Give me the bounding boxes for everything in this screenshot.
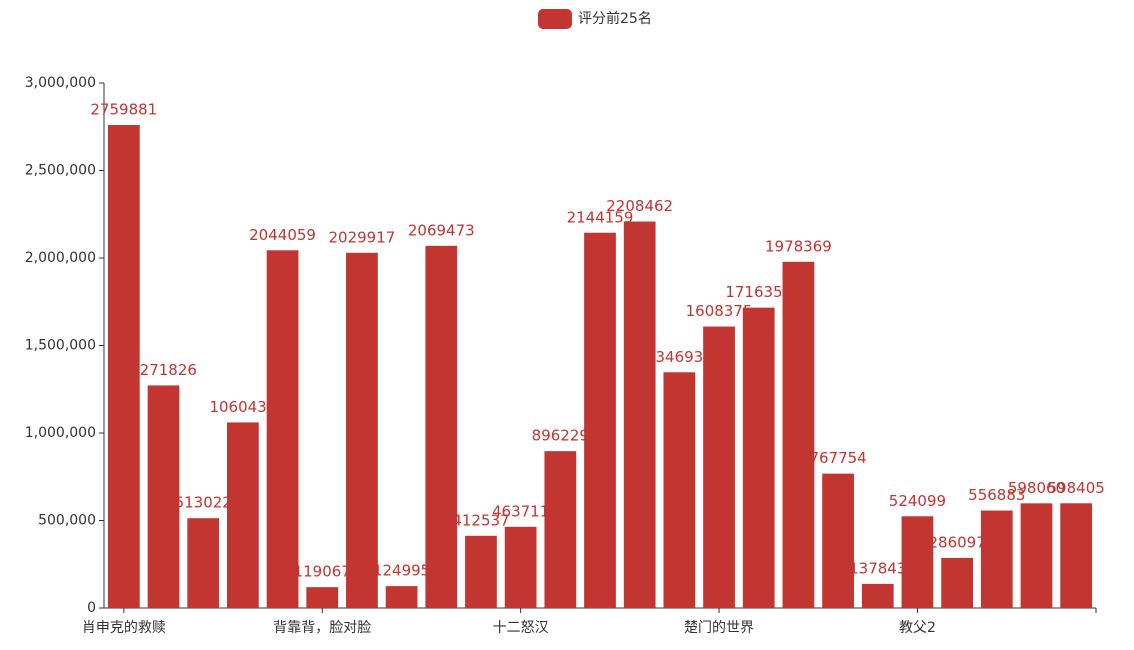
value-label: 2208462 — [606, 197, 673, 215]
bar — [107, 125, 140, 609]
value-label: 896229 — [532, 427, 589, 445]
bar — [782, 261, 815, 608]
bar — [346, 252, 378, 608]
x-tick-label: 背靠背，脸对脸 — [273, 620, 371, 636]
y-tick-label: 2,000,000 — [25, 250, 96, 266]
value-label: 2069473 — [408, 221, 475, 239]
x-tick-label: 教父2 — [899, 620, 936, 636]
bar — [544, 451, 577, 608]
x-tick-label: 楚门的世界 — [684, 620, 754, 636]
value-label: 556883 — [968, 486, 1025, 504]
value-label: 119067 — [294, 563, 351, 581]
x-tick-label: 肖申克的救赎 — [82, 619, 166, 636]
bar — [465, 535, 497, 608]
bar — [1060, 503, 1093, 608]
bar — [584, 232, 616, 609]
value-label: 598405 — [1048, 479, 1105, 497]
bar — [504, 526, 537, 608]
value-label: 767754 — [809, 449, 866, 467]
value-label: 598060 — [1008, 479, 1065, 497]
y-tick-label: 0 — [87, 600, 96, 616]
value-label: 1271826 — [130, 361, 197, 379]
value-label: 124995 — [373, 562, 430, 580]
bar — [147, 385, 180, 608]
value-label: 2759881 — [90, 101, 157, 119]
y-tick-label: 500,000 — [38, 513, 96, 529]
bar — [703, 326, 735, 608]
value-label: 1716350 — [725, 283, 792, 301]
value-label: 137843 — [849, 559, 906, 577]
bar — [663, 372, 696, 608]
x-tick-label: 十二怒汉 — [493, 620, 549, 636]
value-label: 513022 — [175, 494, 232, 512]
y-tick-label: 1,500,000 — [25, 338, 96, 354]
bar — [901, 516, 934, 608]
value-label: 2044059 — [249, 226, 316, 244]
bar — [623, 221, 656, 608]
y-tick-label: 3,000,000 — [25, 75, 96, 91]
value-label: 2029917 — [329, 228, 396, 246]
bar — [187, 518, 220, 608]
legend-swatch — [538, 9, 572, 29]
bar — [822, 473, 854, 608]
bar — [941, 557, 973, 608]
bar — [227, 422, 259, 608]
value-label: 1978369 — [765, 237, 832, 255]
bar — [980, 510, 1013, 608]
bar — [306, 587, 339, 608]
bar — [861, 583, 894, 608]
bar — [425, 245, 458, 608]
value-label: 1060430 — [209, 398, 276, 416]
value-label: 1608375 — [686, 302, 753, 320]
bar — [385, 586, 418, 608]
value-label: 286097 — [928, 533, 985, 551]
y-tick-label: 1,000,000 — [25, 425, 96, 441]
bar — [742, 307, 775, 608]
bar — [266, 250, 299, 608]
bar — [1020, 503, 1053, 608]
y-tick-label: 2,500,000 — [25, 163, 96, 179]
value-label: 524099 — [889, 492, 946, 510]
value-label: 463711 — [492, 502, 549, 520]
legend-label: 评分前25名 — [578, 10, 652, 27]
value-label: 1346930 — [646, 348, 713, 366]
value-label: 412537 — [452, 511, 509, 529]
value-label: 2144159 — [567, 208, 634, 226]
